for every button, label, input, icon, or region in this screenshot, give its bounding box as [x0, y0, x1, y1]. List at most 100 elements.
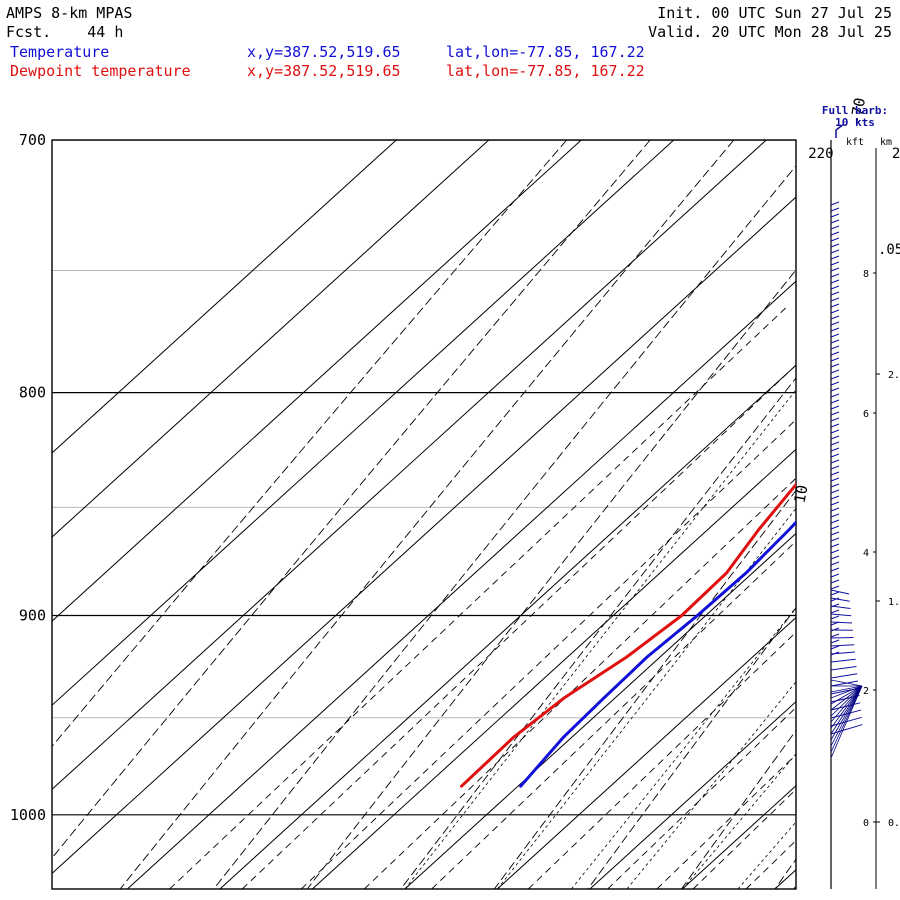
- isotherm: [52, 140, 490, 538]
- wind-barb: [830, 315, 840, 320]
- wind-barb: [830, 279, 840, 284]
- wind-barb: [830, 393, 840, 398]
- dry-adiabat: [52, 140, 568, 748]
- km-tick-label: 1.: [888, 597, 900, 608]
- valid-label: Valid.: [648, 23, 703, 41]
- wind-barb: [830, 273, 840, 278]
- dry-adiabat: [493, 489, 796, 889]
- dry-adiabat-label: 230: [892, 146, 900, 162]
- wind-barb: [830, 441, 840, 446]
- mixing-ratio-line: [745, 839, 796, 889]
- wind-barb: [830, 261, 840, 266]
- wind-barb: [830, 327, 840, 332]
- wind-barb: [830, 597, 840, 602]
- wind-barb: [830, 405, 840, 410]
- wind-barb: [830, 673, 858, 679]
- mixing-ratio-line: [527, 631, 796, 889]
- wind-barb: [830, 613, 852, 617]
- isotherm: [52, 140, 582, 622]
- legend-temperature-xy: x,y=387.52,519.65: [247, 43, 401, 61]
- dry-adiabat-label: 220: [808, 146, 833, 162]
- kft-tick-label: 2: [863, 686, 869, 697]
- kft-tick-label: 8: [863, 269, 869, 280]
- init-time: 00 UTC Sun 27 Jul 25: [711, 4, 892, 22]
- wind-barb: [830, 685, 863, 759]
- plot-border: [51, 139, 797, 890]
- wind-barb: [830, 303, 840, 308]
- wind-barb: [830, 243, 840, 248]
- wind-barb: [830, 680, 859, 687]
- isotherm: [127, 280, 796, 889]
- wind-barb: [830, 685, 863, 693]
- wind-barb: [830, 375, 840, 380]
- moist-adiabat: [682, 753, 796, 889]
- wind-barb: [830, 605, 851, 610]
- mixing-ratio-line: [607, 706, 796, 889]
- wind-barb: [830, 429, 840, 434]
- dry-adiabat: [306, 269, 796, 889]
- wind-barb: [830, 519, 840, 524]
- isotherm: [52, 196, 796, 875]
- wind-barb: [830, 381, 840, 386]
- wind-barb: [830, 685, 863, 741]
- dry-adiabat: [587, 606, 796, 889]
- wind-barb: [830, 621, 853, 624]
- wind-barb: [830, 417, 840, 422]
- wind-barb: [830, 471, 840, 476]
- wind-barb: [830, 201, 840, 206]
- wind-barb: [830, 561, 840, 566]
- wind-barb: [830, 321, 840, 326]
- wind-barb: [830, 339, 840, 344]
- wind-barb: [830, 345, 840, 350]
- wind-barb: [830, 399, 840, 404]
- wind-barb: [830, 483, 840, 488]
- wind-barb: [830, 231, 840, 236]
- legend-dewpoint-xy: x,y=387.52,519.65: [247, 62, 401, 80]
- wind-barb: [830, 333, 840, 338]
- wind-barb: [830, 507, 840, 512]
- wind-barb: [830, 549, 840, 554]
- wind-barb: [830, 513, 840, 518]
- init-line: Init. 00 UTC Sun 27 Jul 25: [657, 4, 892, 22]
- wind-barb: [830, 645, 840, 650]
- moist-adiabat: [626, 681, 796, 889]
- wind-barb: [830, 351, 840, 356]
- wind-barb: [830, 685, 863, 735]
- dry-adiabat: [681, 729, 796, 889]
- wind-barb: [830, 685, 863, 717]
- kft-tick-label: 4: [863, 548, 869, 559]
- valid-time: 20 UTC Mon 28 Jul 25: [711, 23, 892, 41]
- kft-unit-label: kft: [846, 137, 864, 148]
- wind-barb: [830, 633, 840, 638]
- wind-barb: [830, 447, 840, 452]
- wind-barb: [830, 435, 840, 440]
- wind-barb: [830, 658, 856, 663]
- fcst-hours: 44 h: [87, 23, 124, 41]
- isotherm: [497, 616, 796, 889]
- plot-frame: [51, 139, 797, 890]
- mixing-ratio-line: [241, 364, 796, 889]
- legend-dewpoint-latlon: lat,lon=-77.85, 167.22: [446, 62, 645, 80]
- km-unit-label: km: [880, 137, 892, 148]
- wind-barb: [830, 685, 863, 747]
- isotherm: [52, 140, 675, 706]
- isotherm: [404, 532, 796, 889]
- isotherm: [219, 364, 796, 889]
- init-label: Init.: [657, 4, 703, 22]
- wind-barb: [830, 501, 840, 506]
- wind-barb: [830, 666, 857, 671]
- km-tick-label: 0.: [888, 818, 900, 829]
- moist-adiabat: [404, 389, 796, 889]
- barb-legend-title: Full barb:: [822, 104, 888, 117]
- wind-barb: [830, 459, 840, 464]
- wind-barb: [830, 477, 840, 482]
- forecast-label: Fcst. 44 h: [6, 23, 123, 41]
- wind-barb: [830, 567, 840, 572]
- isotherm-label: -70: [847, 96, 869, 126]
- wind-barb: [830, 423, 840, 428]
- wind-barb: [830, 255, 840, 260]
- wind-barb: [830, 291, 840, 296]
- wind-barb: [830, 363, 840, 368]
- wind-barb: [830, 685, 863, 723]
